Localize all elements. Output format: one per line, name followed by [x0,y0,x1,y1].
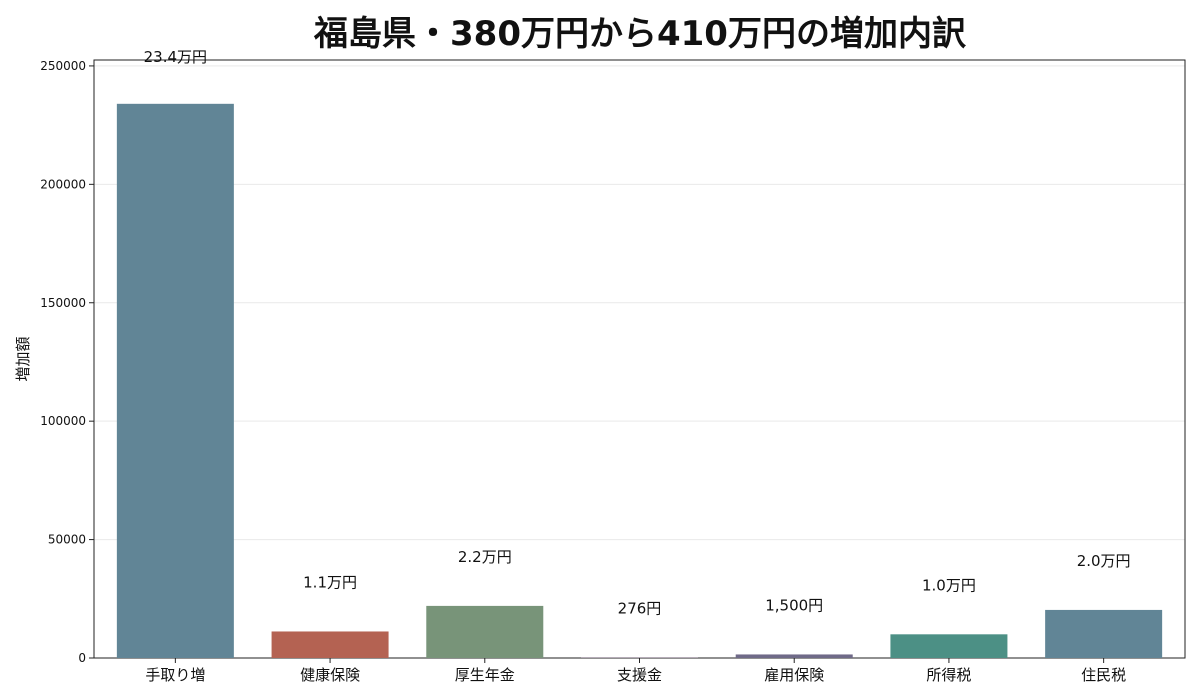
y-tick-label: 50000 [48,533,86,547]
bar [735,654,853,658]
data-label: 1,500円 [765,596,823,614]
data-label: 23.4万円 [144,48,207,66]
category-label: 所得税 [926,666,971,684]
bar [1045,609,1163,658]
bars [116,103,1163,659]
y-tick-label: 0 [78,651,86,665]
bar [581,657,698,658]
category-label: 手取り増 [145,666,205,684]
bar [890,634,1008,658]
data-labels: 23.4万円 1.1万円 2.2万円 276円 1,500円 1.0万円 2.0万円 [144,48,1131,617]
category-label: 支援金 [617,666,662,684]
bar [426,605,544,658]
data-label: 2.0万円 [1077,552,1131,570]
y-tick-label: 250000 [40,59,86,73]
y-tick-label: 100000 [40,414,86,428]
plot-frame [93,59,1186,659]
data-label: 1.0万円 [922,576,976,594]
data-label: 276円 [618,599,662,617]
y-tick-label: 150000 [40,296,86,310]
chart-title: 福島県・380万円から410万円の増加内訳 [314,14,966,54]
bar [271,631,389,658]
data-label: 2.2万円 [458,548,512,566]
category-label: 厚生年金 [455,666,515,684]
category-label: 住民税 [1081,666,1126,684]
y-axis-label: 増加額 [14,336,32,381]
data-label: 1.1万円 [303,573,357,591]
gridlines [94,65,1185,541]
bar [116,103,234,659]
category-label: 健康保険 [300,666,360,684]
y-axis-ticks: 0 50000 100000 150000 200000 250000 [40,59,94,665]
x-axis-categories: 手取り増 健康保険 厚生年金 支援金 雇用保険 所得税 住民税 [145,658,1126,684]
y-tick-label: 200000 [40,177,86,191]
category-label: 雇用保険 [764,666,824,684]
